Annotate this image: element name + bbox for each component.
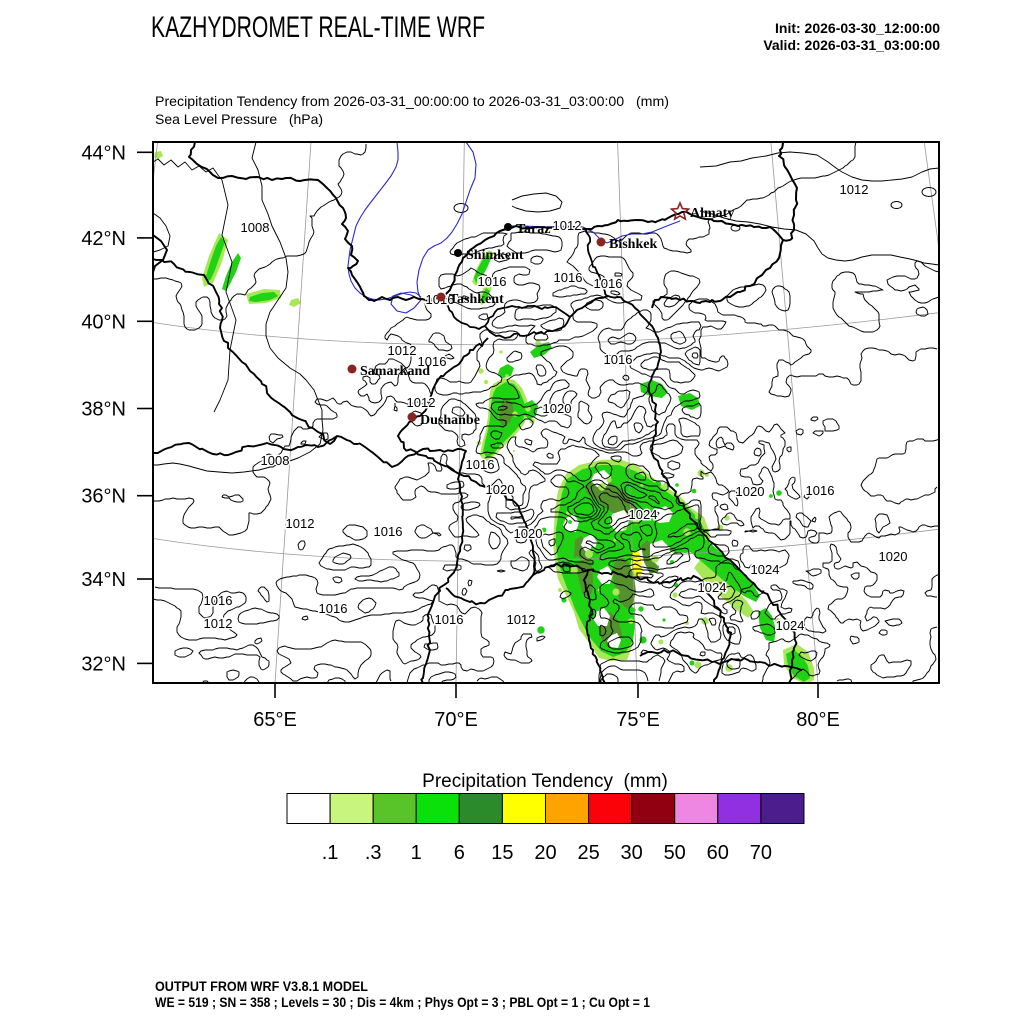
svg-text:OUTPUT FROM WRF V3.8.1 MODEL: OUTPUT FROM WRF V3.8.1 MODEL	[155, 979, 368, 994]
svg-text:1024: 1024	[629, 507, 658, 522]
svg-text:75°E: 75°E	[616, 709, 660, 731]
svg-text:25: 25	[577, 842, 599, 864]
svg-text:Taraz: Taraz	[516, 222, 550, 237]
svg-text:1012: 1012	[407, 395, 436, 410]
svg-text:Precipitation Tendency (mm): Precipitation Tendency (mm)	[422, 771, 668, 792]
svg-text:1016: 1016	[554, 270, 583, 285]
svg-text:1020: 1020	[736, 484, 765, 499]
svg-text:Sea Level Pressure (hPa): Sea Level Pressure (hPa)	[155, 111, 323, 127]
svg-text:1016: 1016	[806, 483, 835, 498]
svg-text:Precipitation Tendency from 20: Precipitation Tendency from 2026-03-31_0…	[155, 93, 669, 109]
svg-text:Bishkek: Bishkek	[609, 237, 657, 252]
svg-text:1024: 1024	[751, 562, 780, 577]
svg-text:1012: 1012	[553, 218, 582, 233]
svg-text:1012: 1012	[507, 612, 536, 627]
svg-text:60: 60	[707, 842, 729, 864]
svg-text:KAZHYDROMET REAL-TIME WRF: KAZHYDROMET REAL-TIME WRF	[151, 11, 485, 44]
svg-text:1012: 1012	[840, 182, 869, 197]
svg-text:1: 1	[411, 842, 422, 864]
svg-text:.3: .3	[365, 842, 382, 864]
svg-text:15: 15	[491, 842, 513, 864]
svg-text:Almaty: Almaty	[690, 206, 734, 221]
svg-text:70: 70	[750, 842, 772, 864]
svg-text:38°N: 38°N	[81, 399, 126, 421]
svg-text:Valid: 2026-03-31_03:00:00: Valid: 2026-03-31_03:00:00	[763, 37, 940, 53]
svg-text:Tashkent: Tashkent	[449, 292, 504, 307]
svg-text:32°N: 32°N	[81, 653, 126, 675]
svg-text:1016: 1016	[204, 593, 233, 608]
svg-text:1020: 1020	[543, 401, 572, 416]
svg-text:65°E: 65°E	[253, 709, 297, 731]
svg-text:6: 6	[454, 842, 465, 864]
svg-text:Samarkand: Samarkand	[360, 364, 430, 379]
svg-text:80°E: 80°E	[796, 709, 840, 731]
svg-text:1008: 1008	[241, 220, 270, 235]
svg-text:Init: 2026-03-30_12:00:00: Init: 2026-03-30_12:00:00	[775, 20, 940, 36]
svg-text:1012: 1012	[388, 343, 417, 358]
svg-text:.1: .1	[322, 842, 339, 864]
svg-text:Shimkent: Shimkent	[466, 248, 524, 263]
svg-text:1016: 1016	[604, 352, 633, 367]
svg-text:Dushanbe: Dushanbe	[420, 413, 480, 428]
svg-text:1016: 1016	[435, 612, 464, 627]
svg-text:34°N: 34°N	[81, 569, 126, 591]
svg-text:1016: 1016	[594, 276, 623, 291]
svg-text:WE = 519 ; SN = 358 ; Levels =: WE = 519 ; SN = 358 ; Levels = 30 ; Dis …	[155, 995, 650, 1010]
svg-text:40°N: 40°N	[81, 311, 126, 333]
svg-text:1016: 1016	[418, 354, 447, 369]
svg-text:20: 20	[534, 842, 556, 864]
svg-text:1024: 1024	[776, 618, 805, 633]
svg-text:30: 30	[620, 842, 642, 864]
svg-text:36°N: 36°N	[81, 486, 126, 508]
svg-text:1016: 1016	[478, 274, 507, 289]
svg-text:42°N: 42°N	[81, 228, 126, 250]
svg-text:1008: 1008	[261, 453, 290, 468]
svg-text:1020: 1020	[514, 526, 543, 541]
svg-text:1016: 1016	[319, 601, 348, 616]
svg-text:1016: 1016	[374, 524, 403, 539]
svg-text:1016: 1016	[466, 457, 495, 472]
svg-text:1020: 1020	[486, 482, 515, 497]
svg-text:1012: 1012	[286, 516, 315, 531]
svg-text:44°N: 44°N	[81, 142, 126, 164]
svg-text:1024: 1024	[698, 580, 727, 595]
svg-text:50: 50	[664, 842, 686, 864]
svg-text:1020: 1020	[879, 549, 908, 564]
svg-text:1012: 1012	[204, 616, 233, 631]
svg-text:70°E: 70°E	[434, 709, 478, 731]
